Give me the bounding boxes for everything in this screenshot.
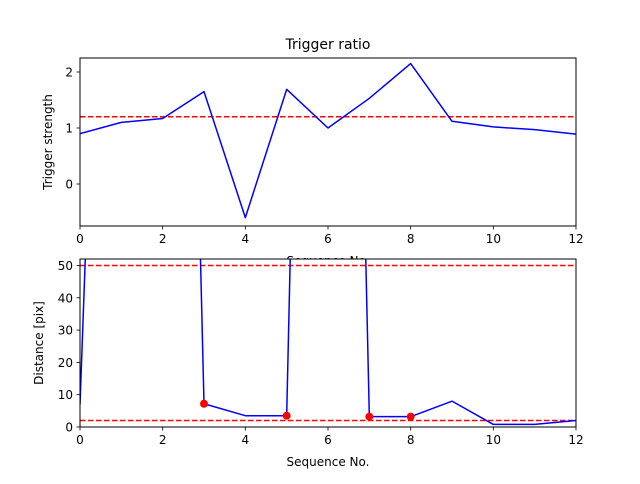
x-tick-label: 2 [159, 232, 167, 246]
y-tick-label: 10 [58, 388, 73, 402]
x-tick-label: 2 [159, 433, 167, 447]
x-tick-label: 4 [242, 433, 250, 447]
y-axis-label: Distance [pix] [32, 301, 46, 385]
plot-area [80, 62, 576, 219]
x-tick-label: 8 [407, 232, 415, 246]
axes-background [80, 259, 576, 427]
y-tick-label: 40 [58, 291, 73, 305]
y-tick-label: 2 [65, 66, 73, 80]
x-tick-label: 0 [76, 433, 84, 447]
x-axis-label: Sequence No. [287, 455, 370, 469]
y-tick-label: 0 [65, 421, 73, 435]
y-axis-label: Trigger strength [41, 94, 55, 191]
distance-chart: 0 2 4 6 8 10 12 0 10 20 30 40 50 Sequence No. Distan… [32, 258, 584, 469]
series-line-0 [80, 62, 576, 219]
x-tick-label: 12 [568, 232, 583, 246]
data-point-marker [365, 412, 374, 421]
x-tick-label: 6 [324, 232, 332, 246]
x-tick-label: 0 [76, 232, 84, 246]
plot-area [80, 259, 576, 426]
data-point-marker [200, 399, 208, 408]
data-point-marker [282, 411, 291, 420]
y-tick-label: 50 [58, 259, 73, 273]
y-tick-label: 30 [58, 324, 73, 338]
data-point-marker [406, 412, 415, 421]
x-tick-label: 12 [568, 433, 583, 447]
y-tick-label: 20 [58, 356, 73, 370]
y-tick-label: 0 [65, 178, 73, 192]
series-line-0 [80, 259, 576, 426]
y-tick-label: 1 [65, 122, 73, 136]
x-tick-label: 8 [407, 433, 415, 447]
axis-ticks: 0 2 4 6 8 10 12 0 10 20 30 40 50 [58, 259, 584, 447]
chart-title: Trigger ratio [284, 37, 370, 53]
x-tick-label: 6 [324, 433, 332, 447]
x-tick-label: 4 [242, 232, 250, 246]
x-tick-label: 10 [486, 232, 501, 246]
x-tick-label: 10 [486, 433, 501, 447]
